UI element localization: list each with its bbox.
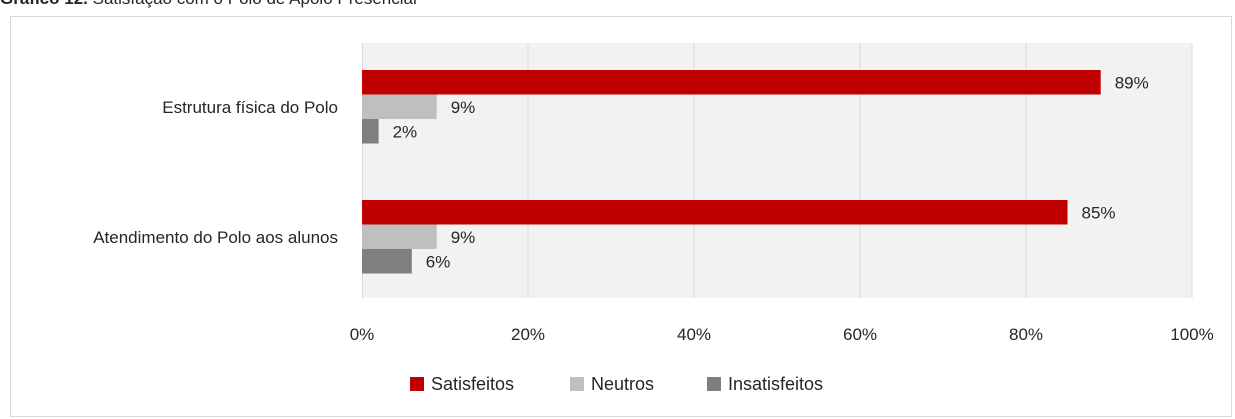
bar-neutros (362, 224, 437, 249)
legend-label: Insatisfeitos (728, 374, 823, 394)
x-tick-label: 40% (677, 325, 711, 344)
legend-swatch (707, 377, 721, 391)
x-tick-label: 60% (843, 325, 877, 344)
x-tick-label: 100% (1170, 325, 1213, 344)
bar-insatisfeitos (362, 249, 412, 274)
data-label: 2% (393, 122, 418, 141)
bar-neutros (362, 94, 437, 119)
legend-label: Satisfeitos (431, 374, 514, 394)
category-label: Estrutura física do Polo (162, 98, 338, 117)
caption-text: Satisfação com o Polo de Apoio Presencia… (93, 0, 417, 8)
chart-caption: Gráfico 12. Satisfação com o Polo de Apo… (0, 0, 417, 9)
legend-label: Neutros (591, 374, 654, 394)
x-tick-label: 0% (350, 325, 375, 344)
x-tick-label: 20% (511, 325, 545, 344)
bar-satisfeitos (362, 70, 1101, 95)
bar-satisfeitos (362, 200, 1068, 225)
caption-label: Gráfico 12. (0, 0, 88, 8)
data-label: 9% (451, 228, 476, 247)
data-label: 9% (451, 98, 476, 117)
bar-insatisfeitos (362, 119, 379, 144)
plot-area: Estrutura física do Polo 89% 9% 2% Atendimen… (93, 43, 1214, 344)
caption-strip: Gráfico 12. Satisfação com o Polo de Apo… (0, 0, 1235, 10)
legend-swatch (410, 377, 424, 391)
legend: Satisfeitos Neutros Insatisfeitos (410, 374, 823, 394)
legend-swatch (570, 377, 584, 391)
data-label: 85% (1082, 203, 1116, 222)
category-label: Atendimento do Polo aos alunos (93, 228, 338, 247)
x-tick-label: 80% (1009, 325, 1043, 344)
data-label: 6% (426, 252, 451, 271)
data-label: 89% (1115, 73, 1149, 92)
